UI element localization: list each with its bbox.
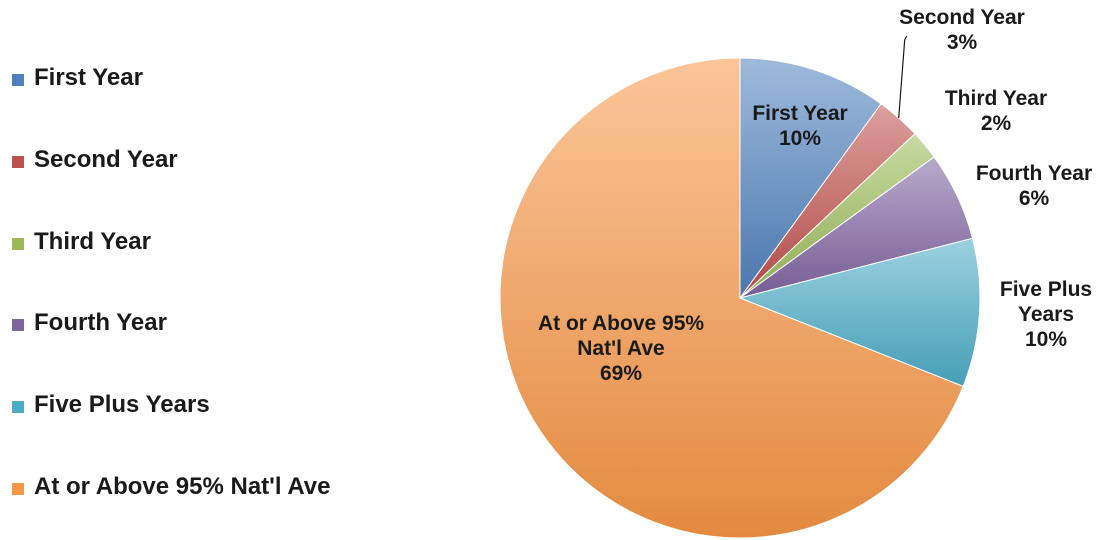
slice-label-0: First Year 10% [752,102,847,150]
pie-slice-at-or-above-95-nat-l-ave [499,57,964,539]
legend-label-fourth-year: Fourth Year [34,309,167,336]
leader-lines [898,35,908,119]
pie-slices [499,57,981,539]
legend-swatch-third-year [12,238,24,250]
pie-slice-five-plus-years [738,237,981,387]
slice-label-4: Five Plus Years 10% [1000,278,1092,351]
legend-swatch-first-year [12,74,24,86]
leader-line-second-year [898,35,908,119]
slice-label-5: At or Above 95% Nat'l Ave 69% [538,312,704,385]
slice-label-3: Fourth Year 6% [976,162,1092,210]
slice-label-2: Third Year 2% [945,87,1047,135]
chart-legend: First Year Second Year Third Year Fourth… [0,0,330,540]
legend-label-at-or-above: At or Above 95% Nat'l Ave [34,473,331,500]
slice-label-1: Second Year 3% [899,6,1025,54]
legend-swatch-second-year [12,156,24,168]
pie-slice-first-year [739,57,882,300]
slice-labels: First Year 10% Second Year 3% Third Year 2% Fo… [538,6,1092,385]
legend-label-third-year: Third Year [34,228,151,255]
legend-swatch-five-plus-years [12,401,24,413]
legend-swatch-at-or-above [12,483,24,495]
legend-label-five-plus-years: Five Plus Years [34,391,210,418]
legend-swatch-fourth-year [12,319,24,331]
legend-label-second-year: Second Year [34,146,178,173]
legend-label-first-year: First Year [34,64,143,91]
